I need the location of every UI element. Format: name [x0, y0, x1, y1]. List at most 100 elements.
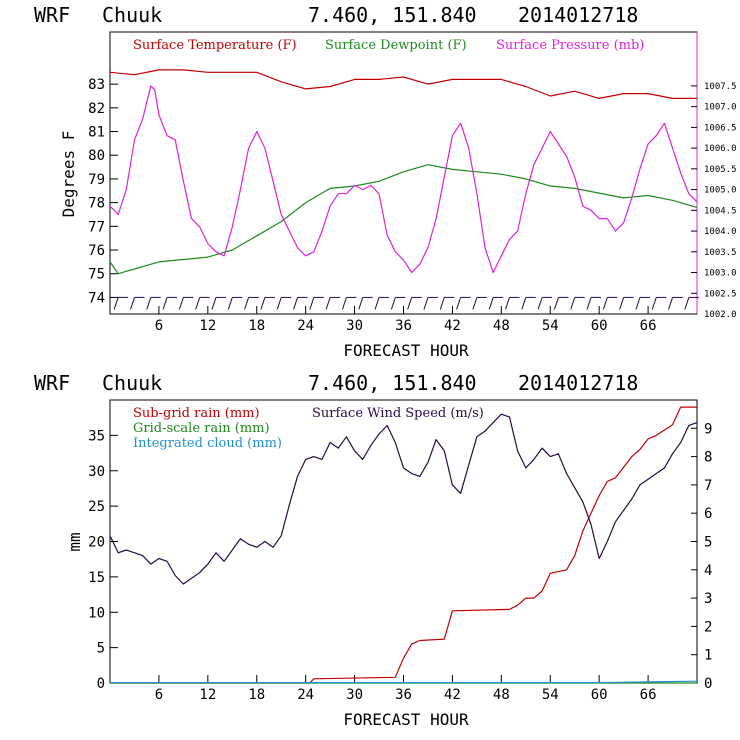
wind-barb-flag	[537, 297, 543, 310]
wind-barb-flag	[293, 297, 298, 310]
p2-x-tick-label: 30	[346, 687, 363, 703]
p2-y2-tick-label: 8	[704, 450, 712, 466]
p2-x-tick-label: 48	[493, 687, 510, 703]
p1-x-tick-label: 36	[395, 318, 412, 334]
p2-x-tick-label: 54	[542, 687, 559, 703]
p2-x-tick-label: 36	[395, 687, 412, 703]
panel-1-coords: 7.460, 151.840	[308, 3, 477, 27]
p2-y2-tick-label: 1	[704, 648, 712, 664]
p2-y-tick-label: 5	[97, 641, 105, 657]
wind-barb-flag	[407, 297, 413, 310]
wind-barb-flag	[586, 297, 592, 310]
wind-barb-flag	[113, 297, 119, 310]
series-sub-grid-rain-mm-line	[110, 406, 697, 684]
wind-barb-flag	[195, 297, 201, 310]
p2-y-tick-label: 30	[88, 464, 105, 480]
series-surface-pressure-mb-line	[109, 85, 698, 274]
panel-2-model: WRF	[34, 371, 70, 395]
p1-y-tick-label: 74	[88, 290, 105, 306]
panel-1-marks: 6 12 18 24 30 36 42 48 54 60 66 74 75 76 77 78 79 80 81 82 8…	[88, 69, 737, 334]
wind-barb-flag	[260, 297, 266, 310]
legend-surface-temperature: Surface Temperature (F)	[133, 38, 297, 53]
panel-1-plot-frame	[109, 31, 698, 315]
wind-barb-flag	[439, 297, 445, 310]
wind-barb-flag	[244, 297, 250, 310]
panel-2-y-axis-label: mm	[65, 532, 84, 551]
wind-barb-flag	[358, 297, 364, 310]
wind-barb-flag	[651, 297, 657, 310]
wind-barb-flag	[472, 297, 478, 310]
wind-barb-flag	[276, 297, 282, 310]
p2-y-tick-label: 15	[88, 570, 105, 586]
wind-barb-flag	[521, 297, 527, 310]
wind-barb-flag	[390, 297, 396, 310]
wind-barb-flag	[570, 297, 576, 310]
series-surface-temperature-f-line	[109, 69, 697, 100]
p2-x-tick-label: 60	[591, 687, 608, 703]
wind-barb-flag	[488, 297, 494, 310]
p2-x-tick-label: 12	[199, 687, 216, 703]
wind-barb-flag	[619, 297, 625, 310]
panel-2-init-time: 2014012718	[518, 371, 638, 395]
legend-gridscale-rain: Grid-scale rain (mm)	[133, 421, 270, 436]
p1-x-tick-label: 12	[199, 318, 216, 334]
p1-y2-tick-label: 1007.5	[704, 82, 737, 92]
p2-y2-tick-label: 4	[704, 563, 712, 579]
legend-surface-dewpoint: Surface Dewpoint (F)	[325, 38, 467, 53]
panel-1-init-time: 2014012718	[518, 3, 638, 27]
p2-y-tick-label: 20	[88, 535, 105, 551]
wind-barb-flag	[325, 297, 331, 310]
panel-1-model: WRF	[34, 3, 70, 27]
p2-x-tick-label: 6	[155, 687, 163, 703]
p1-x-tick-label: 18	[248, 318, 265, 334]
p2-y-tick-label: 0	[97, 676, 105, 692]
wind-barb-flag	[129, 297, 135, 310]
p2-y2-tick-label: 9	[704, 421, 712, 437]
p2-y2-tick-label: 2	[704, 619, 712, 635]
series-integrated-cloud-mm-line	[110, 680, 698, 684]
wind-barb-flag	[341, 297, 347, 310]
p1-y-tick-label: 79	[88, 172, 105, 188]
wind-barb-flag	[146, 297, 152, 310]
wind-barb-flag	[162, 297, 168, 310]
panel-2-marks: 6 12 18 24 30 36 42 48 54 60 660510152025303501234…	[88, 406, 712, 703]
panel-1-legend: Surface Temperature (F) Surface Dewpoint…	[133, 38, 644, 53]
p1-y-tick-label: 77	[88, 219, 105, 235]
p1-y2-tick-label: 1005.5	[704, 165, 737, 175]
p1-x-tick-label: 66	[640, 318, 657, 334]
p2-x-tick-label: 66	[640, 687, 657, 703]
series-surface-wind-speed-m-s-line	[109, 413, 698, 585]
panel-1-y-axis-label: Degrees F	[59, 131, 78, 218]
wind-barb-flag	[602, 297, 608, 310]
p1-x-tick-label: 54	[542, 318, 559, 334]
p2-x-tick-label: 42	[444, 687, 461, 703]
legend-surface-wind-speed: Surface Wind Speed (m/s)	[312, 406, 484, 421]
p1-y2-tick-label: 1002.0	[704, 310, 737, 320]
p2-y2-tick-label: 5	[704, 535, 712, 551]
series-surface-dewpoint-f-line	[109, 164, 698, 275]
p1-y2-tick-label: 1002.5	[704, 289, 737, 299]
p1-y-tick-label: 81	[88, 125, 105, 141]
p1-y2-tick-label: 1004.0	[704, 227, 737, 237]
p1-x-tick-label: 30	[346, 318, 363, 334]
p1-y-tick-label: 80	[88, 148, 105, 164]
panel-2-legend: Sub-grid rain (mm) Grid-scale rain (mm) …	[133, 406, 484, 451]
p1-y-tick-label: 83	[88, 77, 105, 93]
p1-x-tick-label: 60	[591, 318, 608, 334]
wind-barb-flag	[553, 297, 559, 310]
wind-barb-flag	[635, 297, 641, 310]
wind-barb-flag	[668, 297, 674, 310]
p2-y2-tick-label: 6	[704, 506, 712, 522]
panel-2-header: WRF Chuuk 7.460, 151.840 2014012718	[34, 371, 638, 395]
wind-barb-flag	[374, 297, 380, 310]
p2-y-tick-label: 35	[88, 428, 105, 444]
p2-y-tick-label: 10	[88, 605, 105, 621]
p1-y2-tick-label: 1003.0	[704, 269, 737, 279]
p1-y-tick-label: 75	[88, 267, 105, 283]
wind-barb-flag	[211, 297, 217, 310]
p2-x-tick-label: 18	[248, 687, 265, 703]
p1-y2-tick-label: 1006.5	[704, 123, 737, 133]
wind-barb-flag	[227, 297, 233, 310]
